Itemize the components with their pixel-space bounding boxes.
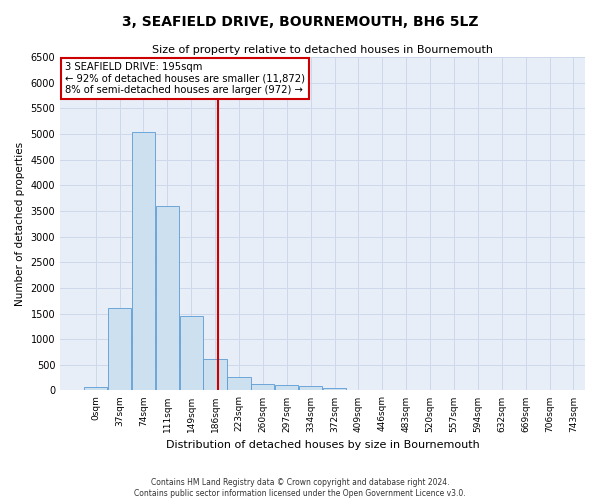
Bar xyxy=(299,386,322,390)
Bar xyxy=(179,316,203,390)
Bar xyxy=(251,384,274,390)
Bar xyxy=(84,386,107,390)
Bar xyxy=(132,132,155,390)
Y-axis label: Number of detached properties: Number of detached properties xyxy=(15,142,25,306)
Bar xyxy=(323,388,346,390)
Bar xyxy=(275,385,298,390)
Bar xyxy=(203,358,227,390)
X-axis label: Distribution of detached houses by size in Bournemouth: Distribution of detached houses by size … xyxy=(166,440,479,450)
Bar xyxy=(227,376,251,390)
Text: Contains HM Land Registry data © Crown copyright and database right 2024.
Contai: Contains HM Land Registry data © Crown c… xyxy=(134,478,466,498)
Text: 3, SEAFIELD DRIVE, BOURNEMOUTH, BH6 5LZ: 3, SEAFIELD DRIVE, BOURNEMOUTH, BH6 5LZ xyxy=(122,15,478,29)
Bar xyxy=(108,308,131,390)
Bar xyxy=(155,206,179,390)
Text: 3 SEAFIELD DRIVE: 195sqm
← 92% of detached houses are smaller (11,872)
8% of sem: 3 SEAFIELD DRIVE: 195sqm ← 92% of detach… xyxy=(65,62,305,96)
Title: Size of property relative to detached houses in Bournemouth: Size of property relative to detached ho… xyxy=(152,45,493,55)
